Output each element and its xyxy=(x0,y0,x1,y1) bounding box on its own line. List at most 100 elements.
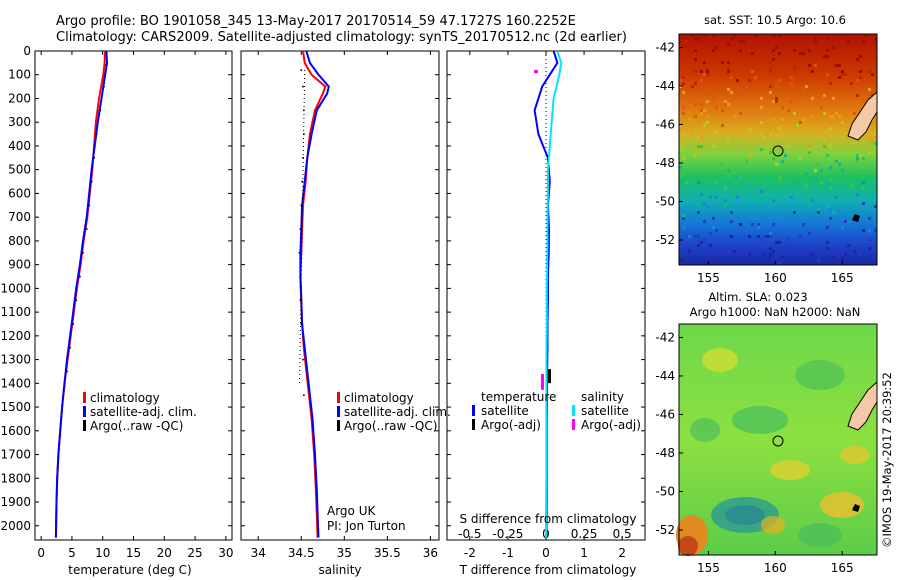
y-tick-label: 1100 xyxy=(0,305,31,319)
sst-pixel xyxy=(694,103,697,106)
sst-pixel xyxy=(706,70,709,73)
sst-pixel xyxy=(772,157,775,160)
y-tick-label: 1400 xyxy=(0,376,31,390)
sst-pixel xyxy=(838,64,841,67)
sst-pixel xyxy=(772,118,775,121)
sst-pixel xyxy=(712,97,715,100)
sst-pixel xyxy=(691,85,694,88)
sst-pixel xyxy=(775,133,778,136)
sst-pixel xyxy=(775,100,778,103)
sst-pixel xyxy=(817,136,820,139)
sst-pixel xyxy=(775,121,778,124)
sst-pixel xyxy=(772,100,775,103)
argo-point xyxy=(302,157,304,159)
sst-pixel xyxy=(814,40,817,43)
sst-pixel xyxy=(739,112,742,115)
argo-t-diff-mark xyxy=(548,369,551,384)
sst-pixel xyxy=(706,100,709,103)
sst-pixel xyxy=(682,91,685,94)
sst-pixel xyxy=(832,256,835,259)
temperature-panel: 0100200300400500600700800900100011001200… xyxy=(0,44,233,577)
legend-label-t-satellite: satellite xyxy=(481,404,529,418)
sst-pixel xyxy=(679,115,682,118)
sst-pixel xyxy=(727,124,730,127)
sst-pixel xyxy=(715,130,718,133)
sst-pixel xyxy=(766,133,769,136)
argo-point xyxy=(104,64,107,67)
series-line-s-satellite xyxy=(545,50,563,538)
sst-pixel xyxy=(775,130,778,133)
sst-pixel xyxy=(739,223,742,226)
x-tick-label: 15 xyxy=(126,546,141,560)
sst-pixel xyxy=(799,235,802,238)
sst-pixel xyxy=(865,217,868,220)
sst-pixel xyxy=(790,100,793,103)
argo-point xyxy=(75,299,78,302)
sst-pixel xyxy=(703,220,706,223)
sst-pixel xyxy=(835,64,838,67)
sst-pixel xyxy=(778,79,781,82)
y-tick-label: 1800 xyxy=(0,471,31,485)
sst-pixel xyxy=(817,208,820,211)
sst-pixel xyxy=(769,151,772,154)
sst-pixel xyxy=(751,70,754,73)
sst-pixel xyxy=(727,43,730,46)
y-tick-label: 1500 xyxy=(0,400,31,414)
sst-pixel xyxy=(862,202,865,205)
sst-pixel xyxy=(775,136,778,139)
map-y-tick-label: -50 xyxy=(655,194,675,208)
y-tick-label: 1700 xyxy=(0,448,31,462)
sst-pixel xyxy=(814,178,817,181)
sst-pixel xyxy=(697,145,700,148)
legend-swatch-argo xyxy=(337,420,340,431)
argo-float-marker-sla xyxy=(772,435,784,447)
sst-pixel xyxy=(820,181,823,184)
map-x-tick-label: 160 xyxy=(764,271,787,285)
sst-pixel xyxy=(862,40,865,43)
sst-pixel xyxy=(748,127,751,130)
sst-pixel xyxy=(709,232,712,235)
sst-pixel xyxy=(769,67,772,70)
sst-pixel xyxy=(700,103,703,106)
sst-pixel xyxy=(694,70,697,73)
sst-pixel xyxy=(694,49,697,52)
sst-pixel xyxy=(844,73,847,76)
sst-pixel xyxy=(826,205,829,208)
sla-map-title-1: Altim. SLA: 0.023 xyxy=(708,290,807,304)
sst-pixel xyxy=(817,211,820,214)
sst-pixel xyxy=(802,52,805,55)
sst-pixel xyxy=(763,235,766,238)
legend-label-s-argo: Argo(-adj) xyxy=(581,418,641,432)
sst-pixel xyxy=(688,91,691,94)
sst-pixel xyxy=(697,181,700,184)
sst-pixel xyxy=(736,196,739,199)
sst-pixel xyxy=(808,151,811,154)
argo-point xyxy=(103,85,105,88)
sst-pixel xyxy=(715,196,718,199)
sst-pixel xyxy=(736,79,739,82)
sst-pixel xyxy=(838,115,841,118)
sst-pixel xyxy=(829,142,832,145)
sst-pixel xyxy=(856,172,859,175)
salinity-axes-frame xyxy=(240,50,440,541)
sst-pixel xyxy=(730,220,733,223)
pi-label: PI: Jon Turton xyxy=(327,519,406,533)
sst-pixel xyxy=(775,163,778,166)
argo-point xyxy=(301,180,303,183)
sst-pixel xyxy=(769,247,772,250)
sla-map-panel: Altim. SLA: 0.023 Argo h1000: NaN h2000:… xyxy=(655,290,878,575)
sst-pixel xyxy=(832,115,835,118)
sst-pixel xyxy=(868,151,871,154)
sst-pixel xyxy=(721,244,724,247)
sst-pixel xyxy=(697,202,700,205)
sst-pixel xyxy=(715,106,718,109)
sst-pixel xyxy=(832,262,835,265)
sst-pixel xyxy=(781,160,784,163)
argo-point xyxy=(82,251,84,254)
sst-pixel xyxy=(853,112,856,115)
argo-s-diff-mark xyxy=(541,373,544,390)
sst-pixel xyxy=(856,193,859,196)
sst-pixel xyxy=(862,91,865,94)
sst-pixel xyxy=(874,142,877,145)
sst-pixel xyxy=(694,82,697,85)
